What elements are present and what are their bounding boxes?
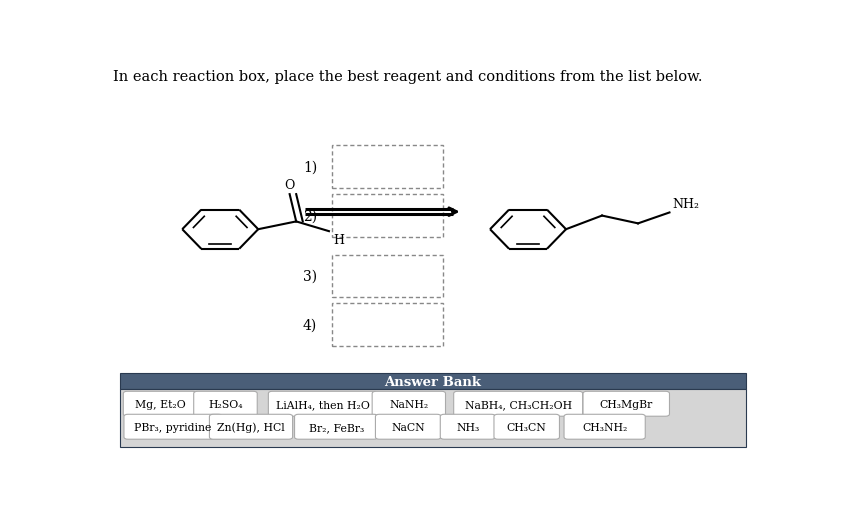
FancyBboxPatch shape [295,415,377,439]
FancyBboxPatch shape [120,389,745,447]
Text: O: O [284,179,295,191]
FancyBboxPatch shape [331,195,442,237]
FancyBboxPatch shape [331,304,442,346]
FancyBboxPatch shape [120,374,745,389]
Text: LiAlH₄, then H₂O: LiAlH₄, then H₂O [276,399,370,409]
FancyBboxPatch shape [375,415,441,439]
FancyBboxPatch shape [494,415,559,439]
Text: CH₃CN: CH₃CN [506,422,546,432]
FancyBboxPatch shape [371,391,445,417]
Text: Br₂, FeBr₃: Br₂, FeBr₃ [308,422,363,432]
Text: Answer Bank: Answer Bank [384,375,481,388]
FancyBboxPatch shape [209,415,292,439]
FancyBboxPatch shape [193,391,257,417]
FancyBboxPatch shape [582,391,668,417]
Text: In each reaction box, place the best reagent and conditions from the list below.: In each reaction box, place the best rea… [113,70,702,84]
Text: NaNH₂: NaNH₂ [389,399,428,409]
FancyBboxPatch shape [564,415,645,439]
FancyBboxPatch shape [123,391,197,417]
FancyBboxPatch shape [331,255,442,298]
Text: H: H [333,233,344,246]
Text: NaBH₄, CH₃CH₂OH: NaBH₄, CH₃CH₂OH [464,399,571,409]
Text: H₂SO₄: H₂SO₄ [208,399,242,409]
Text: NH₂: NH₂ [671,198,698,211]
FancyBboxPatch shape [453,391,582,417]
FancyBboxPatch shape [268,391,377,417]
Text: PBr₃, pyridine: PBr₃, pyridine [134,422,212,432]
Text: 3): 3) [303,270,316,283]
Text: 1): 1) [302,161,316,175]
Text: 2): 2) [303,209,316,223]
FancyBboxPatch shape [331,146,442,189]
Text: CH₃NH₂: CH₃NH₂ [582,422,626,432]
Text: Mg, Et₂O: Mg, Et₂O [134,399,185,409]
Text: 4): 4) [302,318,316,332]
FancyBboxPatch shape [440,415,495,439]
FancyBboxPatch shape [124,415,222,439]
Text: NaCN: NaCN [391,422,425,432]
Text: CH₃MgBr: CH₃MgBr [599,399,652,409]
Text: Zn(Hg), HCl: Zn(Hg), HCl [217,422,284,432]
Text: NH₃: NH₃ [456,422,479,432]
